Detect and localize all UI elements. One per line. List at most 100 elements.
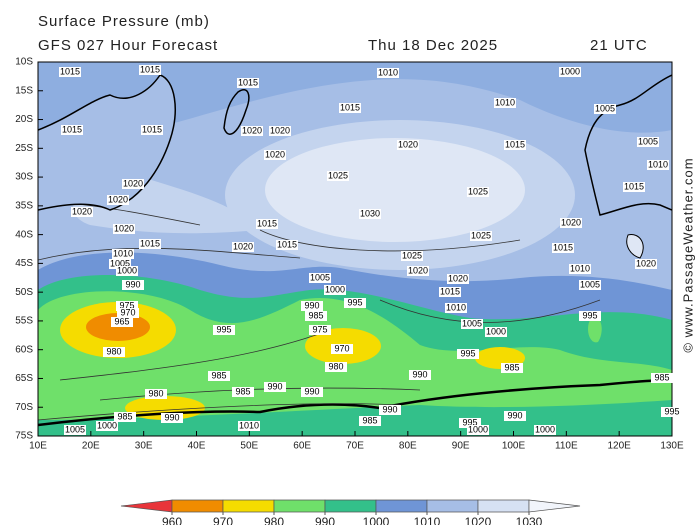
contour-label: 995 [462,417,477,427]
contour-label: 995 [347,297,362,307]
legend-label: 1010 [414,515,441,525]
contour-label-bg [112,249,134,259]
legend-swatch [324,499,377,513]
contour-label: 1015 [624,181,644,191]
legend-swatch [222,499,275,513]
antarctic-coast [38,378,672,427]
contour-label-bg [116,301,138,311]
contour-label-bg [344,298,366,308]
contour-label-bg [161,413,183,423]
contour-label-bg [331,344,353,354]
contour-label: 985 [235,386,250,396]
contour-label: 965 [114,316,129,326]
contour-label: 1015 [140,238,160,248]
contour-label: 1020 [398,139,418,149]
contour-label: 990 [507,410,522,420]
legend-swatch [375,499,428,513]
watermark: © www.PassageWeather.com [680,157,695,352]
contour-label: 1005 [638,136,658,146]
band-1010-north [38,62,672,142]
contour-label: 1015 [277,239,297,249]
contour-label: 1005 [110,258,130,268]
contour-label-bg [117,308,139,318]
contour-label: 1030 [360,208,380,218]
contour-label-bg [111,317,133,327]
contour-label: 1010 [446,302,466,312]
contour-label: 990 [412,369,427,379]
contour-label: 1000 [117,265,137,275]
contour-label-bg [309,325,331,335]
contour-label-bg [139,65,161,75]
contour-label: 985 [117,411,132,421]
contour-label-bg [109,259,131,269]
contour-label: 1005 [462,318,482,328]
contour-label-bg [651,373,673,383]
contour-label-bg [61,125,83,135]
contour-label-bg [208,371,230,381]
contour-label-bg [569,264,591,274]
contour-label: 970 [334,343,349,353]
lon-label: 50E [240,441,258,452]
contour-label: 1025 [468,186,488,196]
contour-label-bg [305,311,327,321]
contour-label-bg [113,224,135,234]
contour-label-bg [467,425,489,435]
contour-label-bg [504,140,526,150]
contour-label-bg [264,382,286,392]
contour-label: 1005 [310,272,330,282]
lat-label: 30S [15,172,33,183]
lon-label: 60E [293,441,311,452]
contour-label: 970 [120,307,135,317]
contour-label: 995 [460,348,475,358]
contour-label: 990 [164,412,179,422]
lat-label: 65S [15,373,33,384]
contour-label-bg [301,301,323,311]
contour-label: 990 [125,279,140,289]
contour-label-bg [485,327,507,337]
legend-swatch [528,499,581,513]
contour-label-bg [107,195,129,205]
contour-labels: 1015 1015 1015 1010 1000 1010 1005 1015 1020 1015… [59,64,683,435]
contour-label: 1010 [648,159,668,169]
contour-label: 1010 [570,263,590,273]
forecast-date: Thu 18 Dec 2025 [368,37,498,54]
legend-label: 990 [315,515,335,525]
contour-label: 975 [312,324,327,334]
contour-label-bg [409,370,431,380]
contour-label: 1015 [257,218,277,228]
legend-label: 960 [162,515,182,525]
legend-swatch [426,499,479,513]
contour-label: 990 [304,300,319,310]
contour-label-bg [447,274,469,284]
contour-label-bg [647,160,669,170]
contour-label-bg [269,126,291,136]
lon-label: 30E [135,441,153,452]
lon-label: 90E [452,441,470,452]
lon-label: 80E [399,441,417,452]
contour-label-bg [145,389,167,399]
map-title: Surface Pressure (mb) [38,13,210,30]
contour-label: 1020 [123,178,143,188]
contour-label: 995 [216,324,231,334]
contour-label-bg [122,179,144,189]
contour-label: 985 [504,362,519,372]
lat-label: 35S [15,200,33,211]
legend-label: 1030 [516,515,543,525]
contour-label: 1015 [440,286,460,296]
contour-label: 1020 [448,273,468,283]
contour-label: 1010 [378,67,398,77]
contour-label: 1020 [108,194,128,204]
contour-label-bg [461,319,483,329]
lon-label: 120E [607,441,631,452]
contour-label: 980 [328,361,343,371]
contour-label-bg [238,421,260,431]
contour-label-bg [470,231,492,241]
legend-swatch [273,499,326,513]
contour-label-bg [397,140,419,150]
band-990-east [587,317,602,343]
contour-label-bg [264,150,286,160]
contour-label: 1020 [242,125,262,135]
contour-label-bg [439,287,461,297]
lon-label: 110E [555,441,578,452]
contour-label-bg [232,242,254,252]
